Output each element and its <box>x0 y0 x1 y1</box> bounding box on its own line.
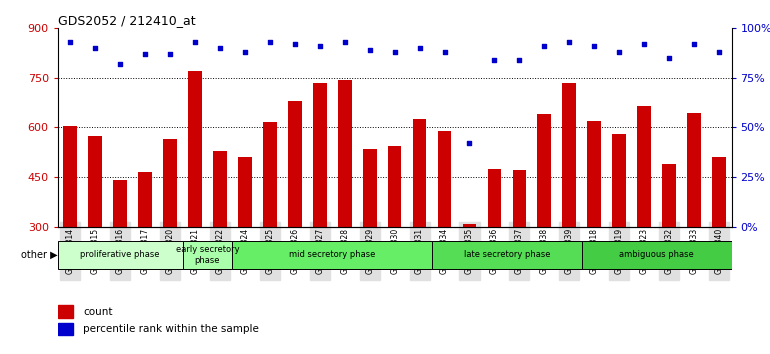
Point <box>189 39 201 45</box>
FancyBboxPatch shape <box>182 241 233 269</box>
Bar <box>612 134 626 227</box>
Bar <box>139 172 152 227</box>
Text: ambiguous phase: ambiguous phase <box>619 250 694 259</box>
Text: early secretory
phase: early secretory phase <box>176 245 239 264</box>
Point <box>64 39 76 45</box>
Text: other ▶: other ▶ <box>21 250 58 260</box>
Text: late secretory phase: late secretory phase <box>464 250 551 259</box>
FancyBboxPatch shape <box>233 241 432 269</box>
Bar <box>638 106 651 227</box>
Point <box>464 141 476 146</box>
Bar <box>188 71 202 227</box>
Bar <box>263 122 276 227</box>
Bar <box>58 306 72 318</box>
Point <box>538 43 551 49</box>
Point <box>263 39 276 45</box>
Bar <box>89 136 102 227</box>
Bar <box>712 157 726 227</box>
Bar <box>687 113 701 227</box>
Bar <box>288 101 302 227</box>
Point <box>239 49 251 55</box>
Point <box>613 49 625 55</box>
Point <box>588 43 601 49</box>
Bar <box>487 169 501 227</box>
Point <box>388 49 400 55</box>
Bar <box>588 121 601 227</box>
Bar <box>413 119 427 227</box>
Point <box>289 41 301 47</box>
Point <box>663 55 675 61</box>
FancyBboxPatch shape <box>582 241 732 269</box>
Point <box>438 49 450 55</box>
Point <box>688 41 700 47</box>
Text: mid secretory phase: mid secretory phase <box>289 250 376 259</box>
Point <box>563 39 575 45</box>
FancyBboxPatch shape <box>58 241 182 269</box>
Bar <box>662 164 676 227</box>
Text: GDS2052 / 212410_at: GDS2052 / 212410_at <box>58 14 196 27</box>
Point <box>114 61 126 67</box>
Bar <box>463 224 477 227</box>
Point <box>313 43 326 49</box>
Text: percentile rank within the sample: percentile rank within the sample <box>83 324 259 334</box>
Bar <box>388 145 401 227</box>
Point <box>363 47 376 53</box>
Bar <box>513 170 526 227</box>
Point <box>139 51 151 57</box>
Point <box>413 45 426 51</box>
Point <box>164 51 176 57</box>
Text: proliferative phase: proliferative phase <box>80 250 160 259</box>
Bar <box>537 114 551 227</box>
Bar <box>313 83 326 227</box>
Point <box>713 49 725 55</box>
Bar <box>63 126 77 227</box>
Bar <box>58 323 72 335</box>
Bar <box>437 131 451 227</box>
Point <box>488 57 500 63</box>
Bar <box>363 149 377 227</box>
Bar <box>562 83 576 227</box>
FancyBboxPatch shape <box>432 241 582 269</box>
Point <box>514 57 526 63</box>
Bar <box>338 80 352 227</box>
Point <box>638 41 651 47</box>
Point <box>339 39 351 45</box>
Text: count: count <box>83 307 113 316</box>
Bar <box>238 157 252 227</box>
Point <box>214 45 226 51</box>
Bar <box>213 150 227 227</box>
Bar <box>163 139 177 227</box>
Bar <box>113 180 127 227</box>
Point <box>89 45 102 51</box>
